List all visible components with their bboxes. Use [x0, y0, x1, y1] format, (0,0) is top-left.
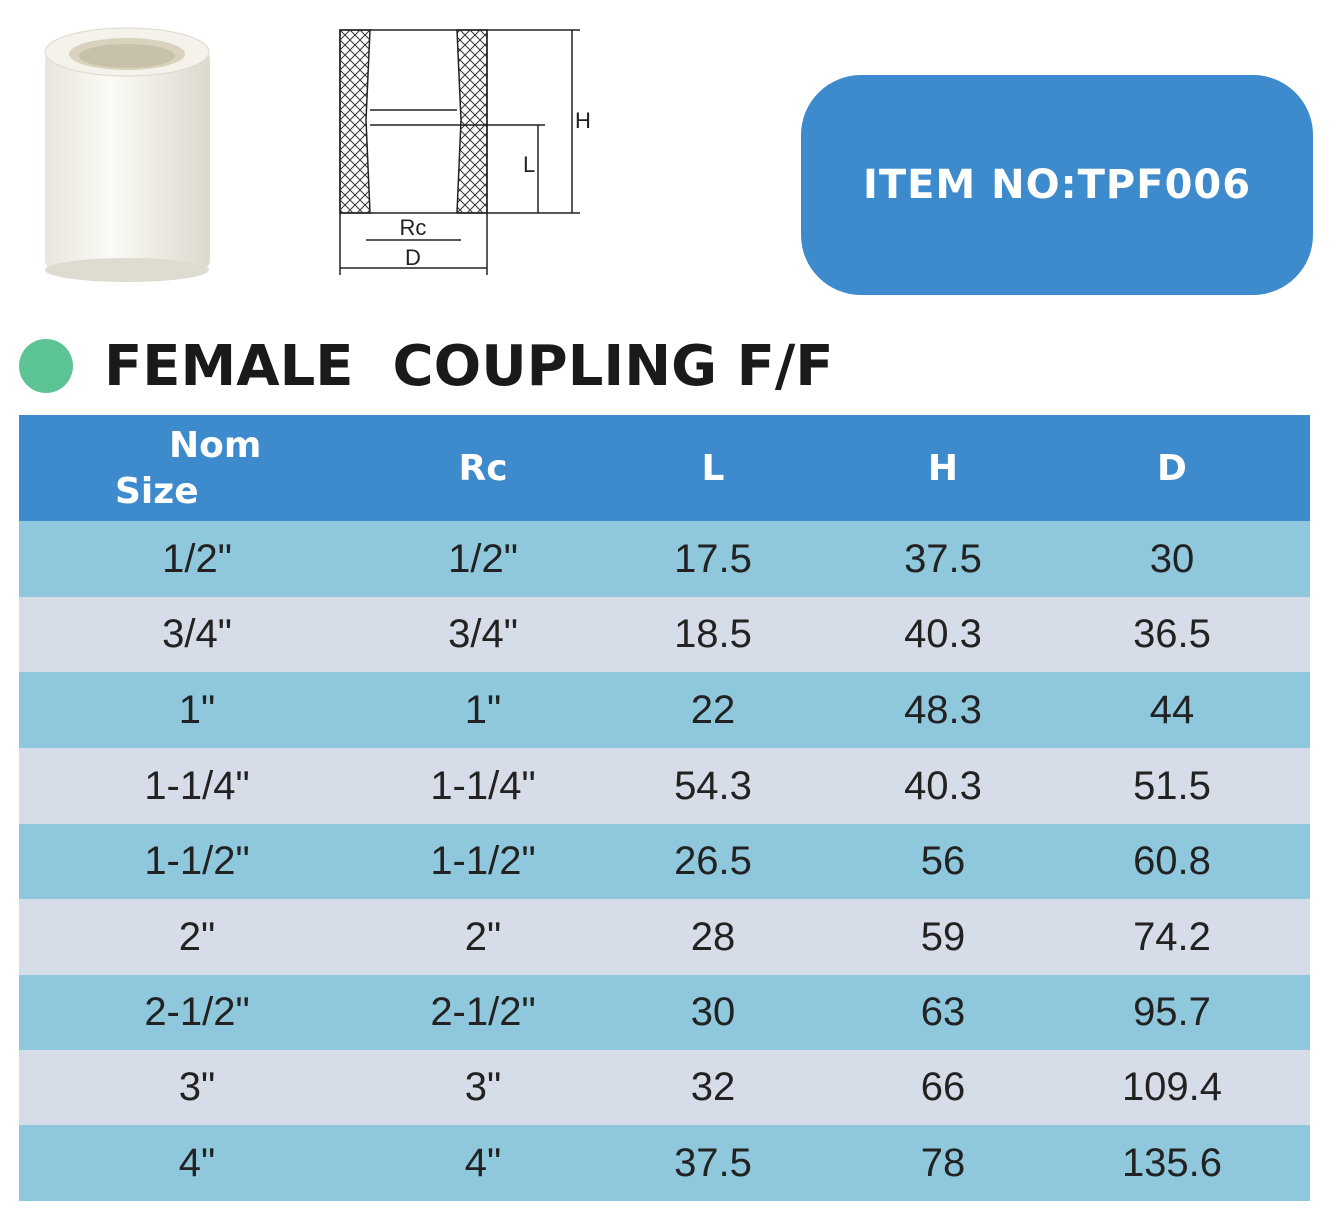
header-cell: D [1157, 448, 1187, 489]
table-cell: 3/4" [448, 612, 518, 656]
item-number: ITEM NO:TPF006 [801, 75, 1313, 295]
table-cell: 63 [920, 990, 966, 1034]
table-row: 3" 3" 32 66 109.4 [19, 1050, 1310, 1125]
table-cell: 2-1/2" [144, 990, 250, 1034]
label-h: H [575, 108, 591, 133]
table-row: 1-1/4" 1-1/4" 54.3 40.3 51.5 [19, 748, 1310, 824]
table-cell: 36.5 [1133, 612, 1211, 656]
table-cell: 3" [178, 1065, 216, 1109]
table-cell: 30 [1149, 537, 1195, 581]
table-cell: 74.2 [1133, 915, 1211, 959]
header-cell: L [701, 448, 725, 489]
table-cell: 1-1/2" [144, 839, 250, 883]
table-cell: 59 [920, 915, 966, 959]
table-cell: 1" [464, 688, 502, 732]
header-size: Size [115, 471, 199, 512]
table-cell: 54.3 [674, 764, 752, 808]
table-cell: 1-1/4" [144, 764, 250, 808]
label-rc: Rc [400, 215, 427, 240]
table-cell: 66 [920, 1065, 966, 1109]
table-cell: 4" [178, 1141, 216, 1185]
table-cell: 51.5 [1133, 764, 1211, 808]
table-cell: 30 [690, 990, 736, 1034]
table-cell: 22 [690, 688, 736, 732]
table-cell: 40.3 [904, 612, 982, 656]
table-cell: 3/4" [162, 612, 232, 656]
product-photo [44, 27, 210, 282]
table-cell: 37.5 [674, 1141, 752, 1185]
table-row: 4" 4" 37.5 78 135.6 [19, 1125, 1310, 1201]
table-cell: 17.5 [674, 537, 752, 581]
table-header: Nom Size Rc L H D [19, 415, 1310, 521]
table-cell: 78 [920, 1141, 966, 1185]
table-cell: 48.3 [904, 688, 982, 732]
table-row: 3/4" 3/4" 18.5 40.3 36.5 [19, 597, 1310, 672]
table-cell: 1/2" [162, 537, 232, 581]
table-cell: 2" [178, 915, 216, 959]
table-cell: 1-1/2" [430, 839, 536, 883]
table-cell: 18.5 [674, 612, 752, 656]
table-cell: 26.5 [674, 839, 752, 883]
table-cell: 40.3 [904, 764, 982, 808]
table-cell: 60.8 [1133, 839, 1211, 883]
table-row: 2-1/2" 2-1/2" 30 63 95.7 [19, 975, 1310, 1050]
table-cell: 3" [464, 1065, 502, 1109]
table-cell: 135.6 [1121, 1141, 1223, 1185]
spec-table: Nom Size Rc L H D 1/2" 1/2" 17.5 37.5 30 3/4" 3/4… [19, 415, 1310, 1201]
table-cell: 56 [920, 839, 966, 883]
table-cell: 28 [690, 915, 736, 959]
table-cell: 44 [1149, 688, 1195, 732]
header-cell: Rc [458, 448, 508, 489]
table-cell: 1" [178, 688, 216, 732]
table-cell: 95.7 [1133, 990, 1211, 1034]
table-cell: 2-1/2" [430, 990, 536, 1034]
table-cell: 1-1/4" [430, 764, 536, 808]
table-cell: 37.5 [904, 537, 982, 581]
table-cell: 2" [464, 915, 502, 959]
table-cell: 4" [464, 1141, 502, 1185]
table-row: 2" 2" 28 59 74.2 [19, 899, 1310, 975]
dimension-diagram: H L Rc D [339, 29, 591, 275]
table-cell: 1/2" [448, 537, 518, 581]
header-cell: H [927, 448, 959, 489]
table-cell: 109.4 [1121, 1065, 1223, 1109]
table-cell: 32 [690, 1065, 736, 1109]
header-nom: Nom [169, 425, 262, 466]
label-d: D [405, 245, 421, 270]
label-l: L [523, 152, 535, 177]
table-row: 1-1/2" 1-1/2" 26.5 56 60.8 [19, 824, 1310, 899]
title-bullet [19, 339, 73, 393]
table-row: 1/2" 1/2" 17.5 37.5 30 [19, 521, 1310, 597]
table-row: 1" 1" 22 48.3 44 [19, 672, 1310, 748]
title: FEMALE COUPLING F/F [104, 334, 834, 399]
